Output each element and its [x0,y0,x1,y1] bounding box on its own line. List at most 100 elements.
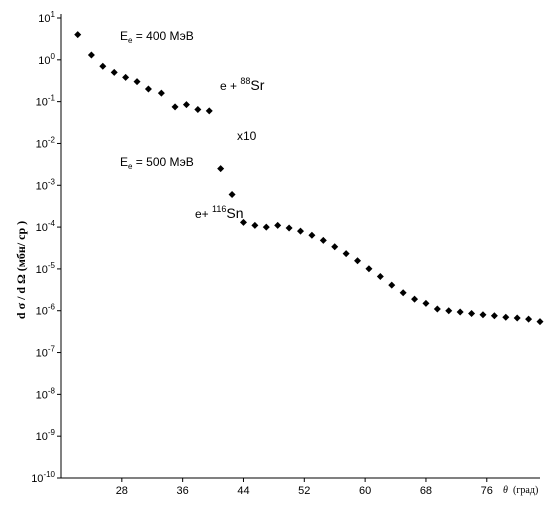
energy-annotation: Ee = 500 МэВ [120,155,194,171]
reaction-mass-number: 116 [212,204,226,214]
data-point [74,31,82,39]
data-point [342,250,350,258]
y-tick-label: 10-1 [36,94,56,109]
y-tick-label: 100 [38,52,55,67]
data-point [157,89,165,97]
y-tick-exponent: -7 [48,345,56,354]
y-tick-base: 10 [38,55,50,67]
energy-value: = 500 МэВ [132,155,193,169]
data-point [479,311,487,319]
y-tick-exponent: 0 [51,52,56,61]
reaction-element: Sn [226,205,243,221]
x-axis-label-symbol: θ [503,485,508,496]
y-tick-label: 10-5 [36,261,56,276]
reaction-annotation: e + 88Sr [220,76,265,93]
data-point [502,313,510,321]
x-axis-label-unit: (град) [513,485,538,496]
data-point [274,221,282,229]
y-tick-exponent: -9 [48,428,56,437]
y-tick-label: 10-3 [36,177,56,192]
data-point [433,305,441,313]
reaction-annotation: e+ 116Sn [195,204,244,221]
data-point [133,78,141,86]
y-tick-exponent: -3 [48,177,56,186]
data-point [297,227,304,235]
energy-symbol: E [120,29,128,43]
annotations: Ee = 400 МэВ e + 88Sr x10 Ee = 500 МэВ e+ 11… [120,29,265,221]
data-point [319,236,327,244]
y-tick-base: 10 [36,97,48,109]
y-tick-base: 10 [36,306,48,318]
y-tick-label: 101 [38,10,55,25]
data-point [308,231,316,239]
y-tick-label: 10-7 [36,345,56,360]
y-tick-label: 10-8 [36,386,56,401]
reaction-mass-number: 88 [240,76,250,86]
x-tick-label: 60 [359,485,371,497]
y-tick-base: 10 [36,389,48,401]
axes [57,14,540,482]
data-point [205,107,213,115]
y-tick-base: 10 [36,222,48,234]
data-point [122,73,130,81]
energy-annotation: Ee = 400 МэВ [120,29,194,45]
data-point [388,281,396,289]
data-point [365,265,373,273]
y-tick-base: 10 [36,264,48,276]
data-points [74,31,544,326]
data-point [171,103,179,111]
data-point [262,223,270,231]
data-point [399,289,407,297]
y-tick-exponent: -8 [48,386,56,395]
reaction-prefix: e + [220,79,240,93]
data-point [490,312,498,320]
y-tick-exponent: -10 [43,470,55,479]
data-point [445,307,453,315]
y-tick-exponent: -1 [48,94,56,103]
data-point [99,62,107,70]
y-tick-label: 10-4 [36,219,56,234]
data-point [144,85,152,93]
y-tick-label: 10-2 [36,135,56,150]
y-tick-base: 10 [36,180,48,192]
data-point [217,165,225,173]
data-point [110,68,118,76]
data-point [422,299,430,307]
data-point [182,101,190,109]
data-point [354,257,362,265]
data-point [456,308,464,316]
x-tick-label: 76 [481,485,493,497]
energy-value: = 400 МэВ [132,29,193,43]
y-tick-label: 10-6 [36,303,56,318]
data-point [525,315,533,323]
x-tick-label: 52 [298,485,310,497]
y-tick-base: 10 [36,348,48,360]
y-tick-base: 10 [36,138,48,150]
x-axis-label: θ (град) [503,485,538,496]
x-tick-label: 44 [237,485,249,497]
y-tick-base: 10 [31,473,43,485]
y-axis-label: d σ / d Ω (мбн/ ср ) [14,221,28,319]
data-point [513,314,521,322]
energy-symbol: E [120,155,128,169]
data-point [468,309,476,317]
data-point [536,318,544,326]
reaction-prefix: e+ [195,207,212,221]
data-point [285,224,293,232]
reaction-element: Sr [250,77,264,93]
y-tick-exponent: -6 [48,303,56,312]
scale-factor-annotation: x10 [237,129,257,143]
data-point [411,295,419,303]
y-tick-base: 10 [36,431,48,443]
data-point [331,243,339,251]
y-tick-label: 10-9 [36,428,56,443]
tick-labels: 10110010-110-210-310-410-510-610-710-810… [31,10,493,497]
energy-subscript: e [128,162,133,171]
data-point [239,218,247,226]
x-tick-label: 28 [116,485,128,497]
y-tick-exponent: -2 [48,135,56,144]
x-tick-label: 36 [177,485,189,497]
data-point [251,221,259,229]
data-point [376,272,384,280]
